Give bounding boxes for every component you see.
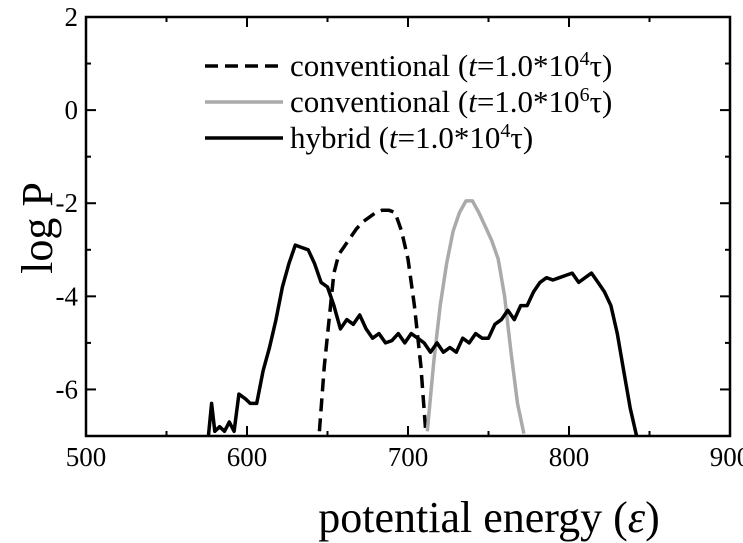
series-line-2: [425, 199, 526, 435]
y-tick-label: 0: [65, 95, 79, 125]
y-tick-label: -6: [56, 374, 79, 404]
legend-label: hybrid (t=1.0*104τ): [290, 120, 533, 155]
y-tick-label: 2: [65, 2, 79, 32]
y-tick-label: -2: [56, 188, 79, 218]
y-tick-label: -4: [56, 281, 79, 311]
x-tick-label: 800: [549, 442, 590, 472]
data-series: [206, 199, 639, 436]
axis-ticks: [85, 16, 731, 437]
x-tick-label: 900: [710, 442, 743, 472]
x-tick-label: 700: [388, 442, 429, 472]
x-tick-label: 500: [66, 442, 107, 472]
legend: conventional (t=1.0*104τ)conventional (t…: [205, 48, 612, 155]
series-line-3: [206, 243, 639, 436]
x-axis-title: potential energy (ε): [318, 493, 660, 542]
series-line-1: [317, 208, 428, 432]
x-axis-title-symbol: ε: [628, 493, 646, 542]
x-tick-label: 600: [227, 442, 268, 472]
legend-label: conventional (t=1.0*104τ): [290, 48, 612, 83]
legend-label: conventional (t=1.0*106τ): [290, 84, 612, 119]
x-axis-title-text: potential energy (: [318, 493, 628, 542]
x-axis-title-close: ): [645, 493, 660, 542]
axis-tick-labels: 500 600 700 800 900 -6 -4 -2 0 2: [56, 2, 743, 472]
y-axis-title: log P: [13, 182, 62, 274]
